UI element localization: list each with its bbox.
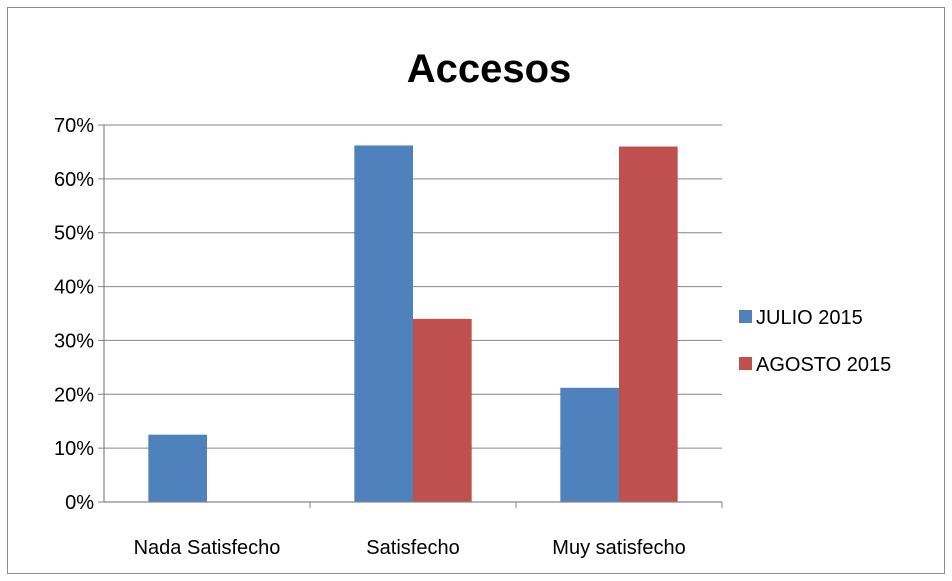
bar (413, 318, 472, 502)
y-tick-label: 60% (54, 169, 94, 191)
chart-title: Accesos (407, 47, 572, 91)
bar (148, 434, 207, 502)
y-tick-label: 10% (54, 438, 94, 460)
y-tick-label: 50% (54, 223, 94, 245)
bars (148, 145, 678, 503)
y-tick-label: 30% (54, 330, 94, 352)
x-tick-label: Satisfecho (366, 537, 459, 559)
legend-label: JULIO 2015 (756, 307, 863, 329)
y-axis-ticks: 0% 10% 20% 30% 40% 50% 60% 70% (54, 115, 104, 514)
x-tick-label: Nada Satisfecho (134, 537, 281, 559)
y-tick-label: 0% (65, 492, 94, 514)
y-tick-label: 20% (54, 384, 94, 406)
legend-label: AGOSTO 2015 (756, 354, 891, 376)
legend-swatch (739, 357, 752, 370)
y-tick-label: 40% (54, 277, 94, 299)
bar (619, 146, 678, 503)
bar (354, 145, 413, 503)
legend-swatch (739, 310, 752, 323)
bar (560, 387, 619, 502)
x-tick-label: Muy satisfecho (552, 537, 685, 559)
legend: JULIO 2015 AGOSTO 2015 (739, 307, 891, 376)
x-axis-ticks: Nada Satisfecho Satisfecho Muy satisfecho (134, 502, 723, 559)
y-tick-label: 70% (54, 115, 94, 137)
